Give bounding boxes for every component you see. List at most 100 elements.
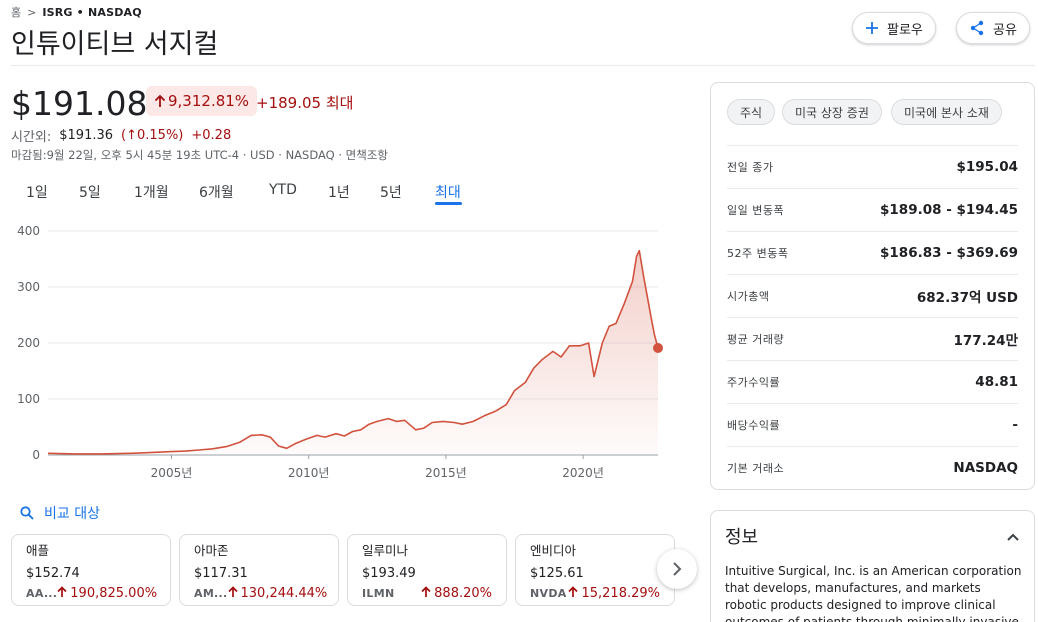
- compare-card-change: 130,244.44%: [227, 586, 328, 601]
- about-description: Intuitive Surgical, Inc. is an American …: [725, 564, 1022, 622]
- active-tab-indicator: [435, 202, 462, 205]
- y-tick-label: 400: [17, 224, 40, 238]
- stat-label: 배당수익률: [727, 419, 781, 432]
- price-line: [47, 249, 659, 455]
- stat-row: 52주 변동폭 $186.83 - $369.69: [727, 231, 1018, 274]
- percent-change-value: 9,312.81%: [168, 92, 250, 110]
- arrow-up-icon: [57, 586, 67, 597]
- stat-value: NASDAQ: [953, 460, 1018, 476]
- x-tick-label: 2015년: [425, 466, 467, 480]
- compare-card-change-value: 888.20%: [434, 586, 492, 601]
- tab-range[interactable]: 1년: [328, 185, 350, 201]
- about-panel: 정보 Intuitive Surgical, Inc. is an Americ…: [710, 510, 1035, 622]
- page-title: 인튜이티브 서지컬: [11, 29, 219, 60]
- stat-label: 일일 변동폭: [727, 204, 785, 217]
- stat-row: 기본 거래소 NASDAQ: [727, 446, 1018, 489]
- compare-card-change: 15,218.29%: [568, 586, 660, 601]
- market-closed-note: 마감됨:9월 22일, 오후 5시 45분 19초 UTC-4 · USD · …: [11, 148, 388, 162]
- category-chip[interactable]: 주식: [727, 99, 776, 125]
- breadcrumb-separator: >: [27, 5, 37, 19]
- stat-value: $189.08 - $194.45: [880, 202, 1018, 218]
- tab-range[interactable]: YTD: [269, 182, 297, 198]
- category-chip[interactable]: 미국에 본사 소재: [891, 99, 1002, 125]
- stat-label: 평균 거래량: [727, 333, 785, 346]
- after-hours: 시간외: $191.36 (↑0.15%) +0.28: [11, 126, 231, 145]
- about-title: 정보: [725, 527, 759, 548]
- y-tick-label: 200: [17, 336, 40, 350]
- chevron-up-icon: [1007, 533, 1019, 541]
- compare-link[interactable]: 비교 대상: [20, 503, 100, 523]
- compare-card-change-value: 130,244.44%: [240, 586, 328, 601]
- compare-card-price: $152.74: [26, 566, 80, 581]
- compare-card-ticker: AA...: [26, 587, 58, 600]
- follow-button[interactable]: 팔로우: [852, 12, 936, 44]
- stat-label: 주가수익률: [727, 376, 781, 389]
- compare-card-name: 엔비디아: [530, 543, 577, 558]
- tab-range[interactable]: 최대: [435, 185, 461, 201]
- arrow-up-icon: [227, 586, 238, 597]
- compare-card-change-value: 190,825.00%: [70, 586, 158, 601]
- stat-row: 주가수익률 48.81: [727, 360, 1018, 403]
- search-icon: [20, 506, 34, 520]
- percent-change-badge: 9,312.81%: [146, 86, 258, 116]
- compare-card-change-value: 15,218.29%: [581, 586, 660, 601]
- breadcrumb-ticker: ISRG • NASDAQ: [42, 5, 142, 19]
- share-button-label: 공유: [993, 22, 1017, 38]
- compare-card[interactable]: 엔비디아 $125.61 NVDA 15,218.29%: [515, 534, 675, 606]
- stat-value: 177.24만: [953, 333, 1018, 349]
- tab-range[interactable]: 5일: [79, 185, 101, 201]
- compare-card[interactable]: 일루미나 $193.49 ILMN 888.20%: [347, 534, 507, 606]
- last-price-dot: [653, 342, 663, 353]
- stat-label: 기본 거래소: [727, 462, 785, 475]
- x-tick-label: 2020년: [562, 466, 604, 480]
- x-tick-label: 2005년: [151, 466, 193, 480]
- breadcrumb: 홈 > ISRG • NASDAQ: [11, 4, 142, 20]
- compare-card[interactable]: 애플 $152.74 AA... 190,825.00%: [11, 534, 171, 606]
- x-tick-label: 2010년: [288, 466, 330, 480]
- compare-card-price: $125.61: [530, 566, 584, 581]
- after-hours-percent: (↑0.15%): [121, 128, 184, 143]
- share-icon: [970, 20, 984, 36]
- stat-label: 전일 종가: [727, 161, 774, 174]
- compare-card-change: 190,825.00%: [57, 586, 157, 601]
- compare-card-ticker: NVDA: [530, 587, 567, 600]
- compare-card-change: 888.20%: [421, 586, 492, 601]
- compare-card-name: 애플: [26, 543, 50, 558]
- price-chart[interactable]: 0 100 200 300 400 2005년 2010년 2015년 2020년: [0, 218, 680, 488]
- y-tick-label: 300: [17, 280, 40, 294]
- stat-row: 전일 종가 $195.04: [727, 145, 1018, 188]
- price-area: [48, 250, 658, 455]
- stat-label: 시가총액: [727, 290, 770, 303]
- breadcrumb-home[interactable]: 홈: [11, 6, 22, 19]
- compare-card-price: $193.49: [362, 566, 416, 581]
- category-chip[interactable]: 미국 상장 증권: [782, 99, 882, 125]
- header-divider: [11, 65, 1035, 66]
- tab-range[interactable]: 1개월: [134, 185, 169, 201]
- tab-range[interactable]: 6개월: [199, 185, 234, 201]
- chevron-right-icon: [673, 562, 682, 576]
- stat-label: 52주 변동폭: [727, 247, 789, 260]
- stat-value: $195.04: [956, 159, 1019, 175]
- tab-range[interactable]: 5년: [380, 185, 402, 201]
- stat-value: 682.37억 USD: [916, 290, 1018, 306]
- compare-card-ticker: ILMN: [362, 587, 395, 600]
- after-hours-change: +0.28: [191, 128, 232, 143]
- compare-card-price: $117.31: [194, 566, 248, 581]
- arrow-up-icon: [154, 94, 166, 107]
- arrow-up-icon: [568, 586, 579, 597]
- compare-card[interactable]: 아마존 $117.31 AM... 130,244.44%: [179, 534, 339, 606]
- tab-range[interactable]: 1일: [26, 185, 48, 201]
- stat-row: 일일 변동폭 $189.08 - $194.45: [727, 188, 1018, 231]
- share-button[interactable]: 공유: [956, 12, 1030, 44]
- stat-row: 배당수익률 -: [727, 403, 1018, 446]
- compare-card-ticker: AM...: [194, 587, 228, 600]
- plus-icon: [866, 22, 878, 34]
- follow-button-label: 팔로우: [887, 22, 923, 38]
- next-cards-button[interactable]: [657, 549, 697, 589]
- arrow-up-icon: [421, 586, 431, 597]
- y-tick-label: 0: [32, 448, 40, 462]
- stat-value: -: [1012, 417, 1018, 433]
- stat-row: 시가총액 682.37억 USD: [727, 274, 1018, 317]
- collapse-button[interactable]: [1006, 527, 1020, 546]
